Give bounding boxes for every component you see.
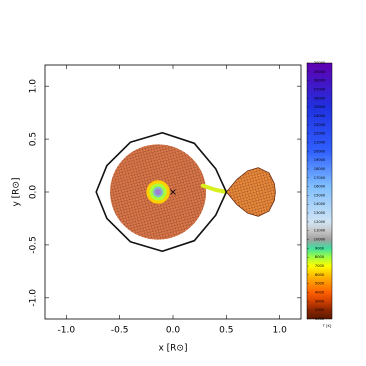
plot-area <box>110 144 207 240</box>
colorbar-tick-label: 5000 <box>315 282 325 286</box>
roche-lobe <box>95 131 228 253</box>
colorbar-tick-label: 12000 <box>314 220 326 224</box>
center-of-mass <box>170 189 176 195</box>
y-axis-label: y [R⊙] <box>12 177 22 206</box>
colorbar-tick-label: 25000 <box>314 105 326 109</box>
colorbar-tick-label: 15000 <box>314 193 326 197</box>
colorbar-tick-label: 19000 <box>314 158 326 162</box>
colorbar-tick-label: 18000 <box>314 167 326 171</box>
colorbar-tick-label: 9000 <box>315 246 325 250</box>
colorbar: T [K] 1000 2000 3000 4000 5000 6000 7000 8000 90… <box>306 61 333 328</box>
colorbar-bar <box>306 62 333 320</box>
colorbar-tick-label: 21000 <box>314 140 326 144</box>
colorbar-tick-label: 27000 <box>314 87 326 91</box>
colorbar-tick-label: 17000 <box>314 176 326 180</box>
colorbar-tick-label: 13000 <box>314 211 326 215</box>
colorbar-tick-label: 23000 <box>314 123 326 127</box>
colorbar-label: T [K] <box>322 324 332 328</box>
colorbar-tick-label: 7000 <box>315 264 325 268</box>
hot-spot <box>154 188 162 196</box>
x-tick-label: 0.5 <box>219 326 233 336</box>
colorbar-tick-label: 6000 <box>315 273 325 277</box>
colorbar-tick-label: 24000 <box>314 114 326 118</box>
colorbar-tick-label: 26000 <box>314 96 326 100</box>
colorbar-tick-label: 11000 <box>314 229 326 233</box>
colorbar-tick-label: 22000 <box>314 132 326 136</box>
y-tick-label: 0.5 <box>29 132 39 146</box>
colorbar-tick-label: 14000 <box>314 202 326 206</box>
x-tick-label: 0.0 <box>166 326 181 336</box>
y-tick-label: -0.5 <box>29 236 39 254</box>
mass-stream <box>200 183 229 194</box>
colorbar-tick-label: 30000 <box>314 61 326 65</box>
colorbar-tick-label: 16000 <box>314 185 326 189</box>
colorbar-tick-label: 8000 <box>315 255 325 259</box>
colorbar-tick-label: 4000 <box>315 291 325 295</box>
colorbar-tick-label: 1000 <box>315 317 325 321</box>
colorbar-tick-label: 29000 <box>314 70 326 74</box>
colorbar-tick-label: 3000 <box>315 299 325 303</box>
colorbar-tick-label: 2000 <box>315 308 325 312</box>
secondary-mesh <box>226 167 276 217</box>
colorbar-tick-label: 20000 <box>314 149 326 153</box>
x-tick-label: -0.5 <box>111 326 129 336</box>
x-axis-label: x [R⊙] <box>158 344 187 354</box>
x-tick-label: -1.0 <box>58 326 76 336</box>
x-tick-label: 1.0 <box>273 326 288 336</box>
colorbar-tick-label: 28000 <box>314 79 326 83</box>
y-tick-label: 0.0 <box>29 185 39 200</box>
y-tick-label: 1.0 <box>29 79 39 94</box>
y-tick-label: -1.0 <box>29 289 39 307</box>
colorbar-tick-label: 10000 <box>314 238 326 242</box>
